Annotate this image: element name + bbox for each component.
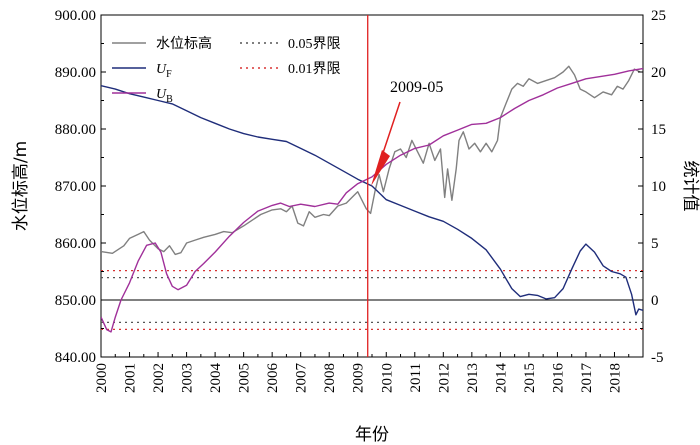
y-left-tick-label-6: 900.00 [55, 8, 96, 24]
annotation-arrow-head [371, 150, 390, 186]
x-tick-label-18: 2018 [607, 363, 623, 393]
x-tick-label-3: 2003 [180, 363, 196, 393]
y-left-tick-label-1: 850.00 [55, 293, 96, 309]
legend-label-ub-main: U [156, 87, 167, 102]
x-tick-label-1: 2001 [123, 363, 139, 393]
y-left-tick-label-4: 880.00 [55, 122, 96, 138]
y-right-tick-label-6: 25 [651, 8, 666, 24]
y-left-tick-label-2: 860.00 [55, 236, 96, 252]
legend-label-limit-005: 0.05界限 [288, 36, 341, 52]
y-left-axis-ticks: 840.00 850.00 860.00 870.00 880.00 890.00 900.… [55, 8, 106, 366]
legend: 水位标高 UF UB 0.05界限 0.01界限 [112, 35, 341, 105]
legend-label-ub: UB [156, 87, 173, 105]
x-tick-label-6: 2006 [265, 363, 281, 394]
y-right-tick-label-3: 10 [651, 179, 666, 195]
x-tick-label-9: 2009 [351, 363, 367, 393]
series-line-ub [101, 67, 643, 333]
x-tick-label-12: 2012 [436, 363, 452, 393]
legend-label-ub-sub: B [166, 94, 173, 105]
y-left-axis-title: 水位标高/m [11, 141, 31, 231]
y-right-tick-label-4: 15 [651, 122, 666, 138]
legend-label-uf-sub: F [166, 69, 172, 80]
x-tick-label-4: 2004 [208, 363, 224, 394]
x-tick-label-16: 2016 [550, 363, 566, 394]
y-left-tick-label-5: 890.00 [55, 65, 96, 81]
y-left-tick-label-3: 870.00 [55, 179, 96, 195]
x-tick-label-8: 2008 [322, 363, 338, 393]
legend-label-water-level: 水位标高 [156, 35, 212, 52]
y-right-tick-label-0: -5 [651, 350, 664, 366]
threshold-lines [101, 269, 643, 331]
series-line-uf [101, 85, 643, 316]
y-right-axis-title: 统计值 [680, 161, 700, 212]
y-left-tick-label-0: 840.00 [55, 350, 96, 366]
x-tick-label-11: 2011 [408, 363, 424, 392]
x-tick-label-7: 2007 [294, 363, 310, 394]
y-right-tick-label-1: 0 [651, 293, 659, 309]
x-axis-title: 年份 [355, 425, 389, 445]
x-axis-ticks: 2000 2001 2002 2003 2004 2005 2006 2007 2008 2009… [94, 352, 630, 394]
legend-label-uf: UF [156, 62, 172, 80]
x-tick-label-17: 2017 [579, 363, 595, 394]
x-tick-label-14: 2014 [493, 363, 509, 394]
legend-label-uf-main: U [156, 62, 167, 77]
y-right-tick-label-2: 5 [651, 236, 659, 252]
x-tick-label-2: 2002 [151, 363, 167, 393]
x-tick-label-10: 2010 [379, 363, 395, 393]
series-line-water_level [101, 65, 641, 256]
series-lines [101, 65, 643, 333]
x-tick-label-0: 2000 [94, 363, 110, 393]
legend-label-limit-001: 0.01界限 [288, 61, 341, 77]
annotation-label: 2009-05 [390, 79, 443, 96]
x-tick-label-15: 2015 [522, 363, 538, 393]
x-tick-label-5: 2005 [237, 363, 253, 393]
x-tick-label-13: 2013 [465, 363, 481, 393]
y-right-axis-ticks: -5 0 5 10 15 20 25 [638, 8, 666, 366]
y-right-tick-label-5: 20 [651, 65, 666, 81]
